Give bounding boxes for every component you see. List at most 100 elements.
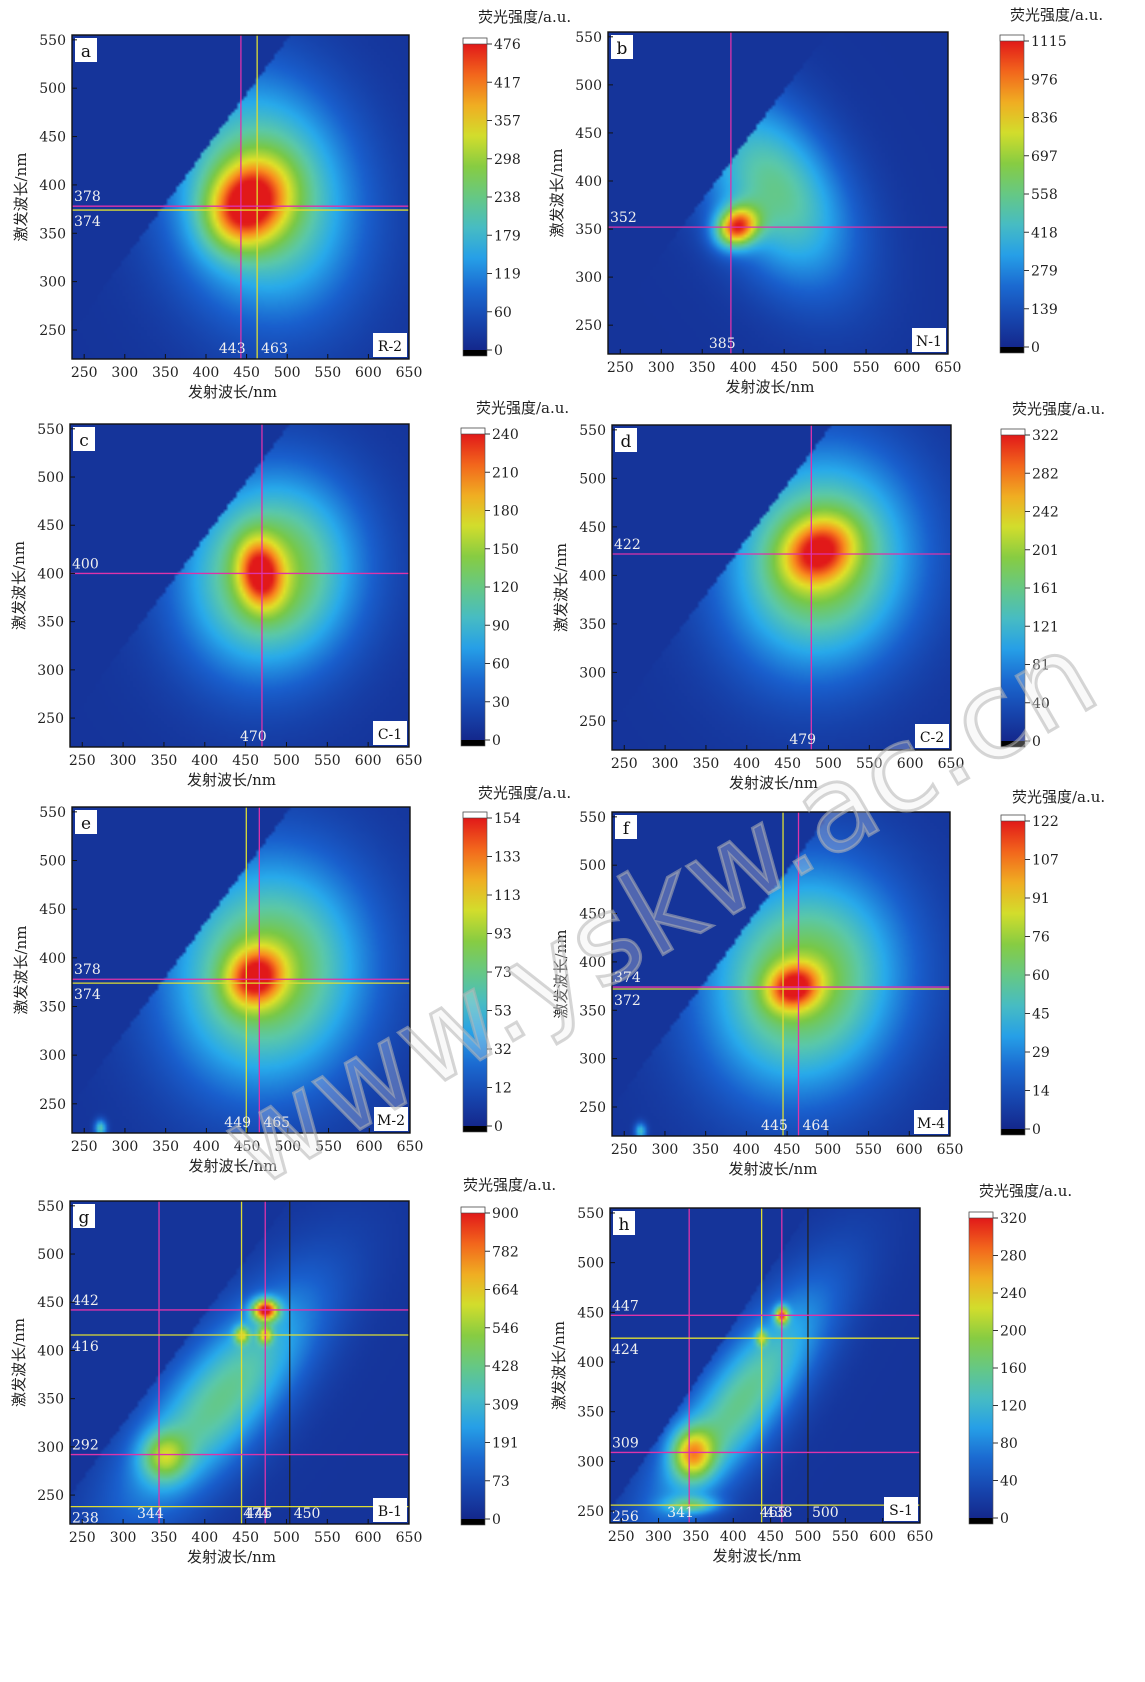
colorbar — [1001, 435, 1025, 741]
colorbar-title: 荧光强度/a.u. — [478, 784, 571, 802]
x-tick-label: 500 — [795, 1529, 822, 1545]
marker-value-label: 438 — [766, 1505, 793, 1521]
y-axis-title: 激发波长/nm — [12, 926, 30, 1015]
marker-value-label: 256 — [612, 1509, 639, 1525]
panel-b: 385 352 b N-1 250 300 350 400 450 500 550 600 650 250… — [548, 6, 1103, 396]
colorbar-over-cap — [1000, 428, 1026, 436]
x-tick-label: 400 — [191, 1530, 218, 1546]
x-tick-label: 350 — [693, 756, 720, 772]
y-tick-label: 400 — [579, 568, 606, 584]
y-tick-label: 500 — [37, 470, 64, 486]
marker-value-label: 374 — [614, 970, 641, 986]
y-tick-label: 500 — [39, 81, 66, 97]
y-tick-label: 350 — [579, 617, 606, 633]
colorbar-tick-label: 697 — [1031, 149, 1058, 165]
y-tick-label: 450 — [37, 1295, 64, 1311]
x-tick-label: 400 — [733, 756, 760, 772]
panel-letter: e — [81, 814, 91, 834]
colorbar-tick-label: 0 — [1031, 340, 1040, 356]
x-tick-label: 500 — [815, 756, 842, 772]
panel-letter: b — [617, 39, 628, 59]
panel-letter-box — [615, 428, 637, 452]
y-tick-label: 350 — [577, 1405, 604, 1421]
x-tick-label: 500 — [273, 753, 300, 769]
colorbar-tick-label: 279 — [1031, 264, 1058, 280]
y-tick-label: 450 — [579, 907, 606, 923]
x-tick-label: 250 — [607, 360, 634, 376]
x-tick-label: 250 — [69, 1530, 96, 1546]
panel-letter-box — [75, 810, 97, 834]
marker-value-label: 400 — [72, 556, 99, 572]
x-tick-label: 350 — [151, 753, 178, 769]
heatmap-image — [70, 1201, 409, 1524]
colorbar-tick-label: 60 — [492, 657, 510, 673]
marker-value-label: 341 — [667, 1505, 694, 1521]
marker-value-label: 479 — [789, 732, 816, 748]
marker-value-label: 465 — [263, 1115, 290, 1131]
y-tick-label: 250 — [37, 1488, 64, 1504]
x-tick-label: 550 — [315, 1139, 342, 1155]
colorbar-tick-label: 0 — [492, 1512, 501, 1528]
plot-frame — [69, 423, 410, 748]
colorbar-tick-label: 73 — [492, 1474, 510, 1490]
x-axis-title: 发射波长/nm — [726, 378, 815, 396]
x-tick-label: 400 — [720, 1529, 747, 1545]
marker-value-label: 450 — [294, 1506, 321, 1522]
colorbar-tick-label: 976 — [1031, 72, 1058, 88]
y-tick-label: 400 — [575, 174, 602, 190]
x-tick-label: 450 — [774, 1142, 801, 1158]
colorbar-over-cap — [968, 1211, 994, 1219]
colorbar-tick-label: 558 — [1031, 187, 1058, 203]
colorbar-tick-label: 133 — [494, 850, 521, 866]
y-tick-label: 300 — [577, 1454, 604, 1470]
sample-label-box — [914, 1110, 948, 1134]
x-axis-title: 发射波长/nm — [188, 383, 277, 401]
colorbar-under-cap — [969, 1518, 993, 1524]
x-tick-label: 300 — [648, 360, 675, 376]
colorbar-over-cap — [1000, 814, 1026, 822]
colorbar-tick-label: 242 — [1032, 505, 1059, 521]
marker-value-label: 309 — [612, 1435, 639, 1451]
colorbar-tick-label: 782 — [492, 1244, 519, 1260]
colorbar — [1001, 821, 1025, 1129]
x-tick-label: 300 — [111, 365, 138, 381]
y-tick-label: 500 — [37, 1247, 64, 1263]
x-tick-label: 250 — [71, 365, 98, 381]
x-tick-label: 450 — [232, 1530, 259, 1546]
plot-frame — [69, 1200, 410, 1525]
x-tick-label: 600 — [355, 365, 382, 381]
colorbar-tick-label: 836 — [1031, 111, 1058, 127]
heatmap-image — [70, 424, 409, 747]
x-tick-label: 600 — [355, 1530, 382, 1546]
sample-label: S-1 — [889, 1503, 913, 1519]
marker-value-label: 449 — [224, 1115, 251, 1131]
marker-value-label: 422 — [614, 537, 641, 553]
colorbar-tick-label: 40 — [1000, 1474, 1018, 1490]
colorbar-over-cap — [460, 427, 486, 435]
x-tick-label: 650 — [935, 360, 962, 376]
x-tick-label: 600 — [894, 360, 921, 376]
marker-value-label: 464 — [803, 1118, 830, 1134]
x-tick-label: 300 — [652, 1142, 679, 1158]
colorbar-tick-label: 238 — [494, 190, 521, 206]
y-axis-title: 激发波长/nm — [10, 541, 28, 630]
x-tick-label: 550 — [314, 1530, 341, 1546]
y-axis-title: 激发波长/nm — [552, 543, 570, 632]
colorbar-title: 荧光强度/a.u. — [979, 1182, 1072, 1200]
y-tick-label: 550 — [579, 423, 606, 439]
x-tick-label: 650 — [396, 365, 423, 381]
x-tick-label: 350 — [152, 365, 179, 381]
colorbar-tick-label: 93 — [494, 927, 512, 943]
colorbar-tick-label: 120 — [1000, 1399, 1027, 1415]
y-tick-label: 400 — [39, 951, 66, 967]
x-tick-label: 250 — [611, 756, 638, 772]
plot-frame — [611, 424, 952, 751]
colorbar-tick-label: 121 — [1032, 619, 1059, 635]
y-tick-label: 400 — [577, 1355, 604, 1371]
panel-letter-box — [75, 38, 97, 62]
x-axis-title: 发射波长/nm — [729, 1160, 818, 1178]
y-tick-label: 350 — [39, 999, 66, 1015]
colorbar — [461, 434, 485, 740]
marker-value-label: 374 — [74, 987, 101, 1003]
y-tick-label: 500 — [39, 854, 66, 870]
